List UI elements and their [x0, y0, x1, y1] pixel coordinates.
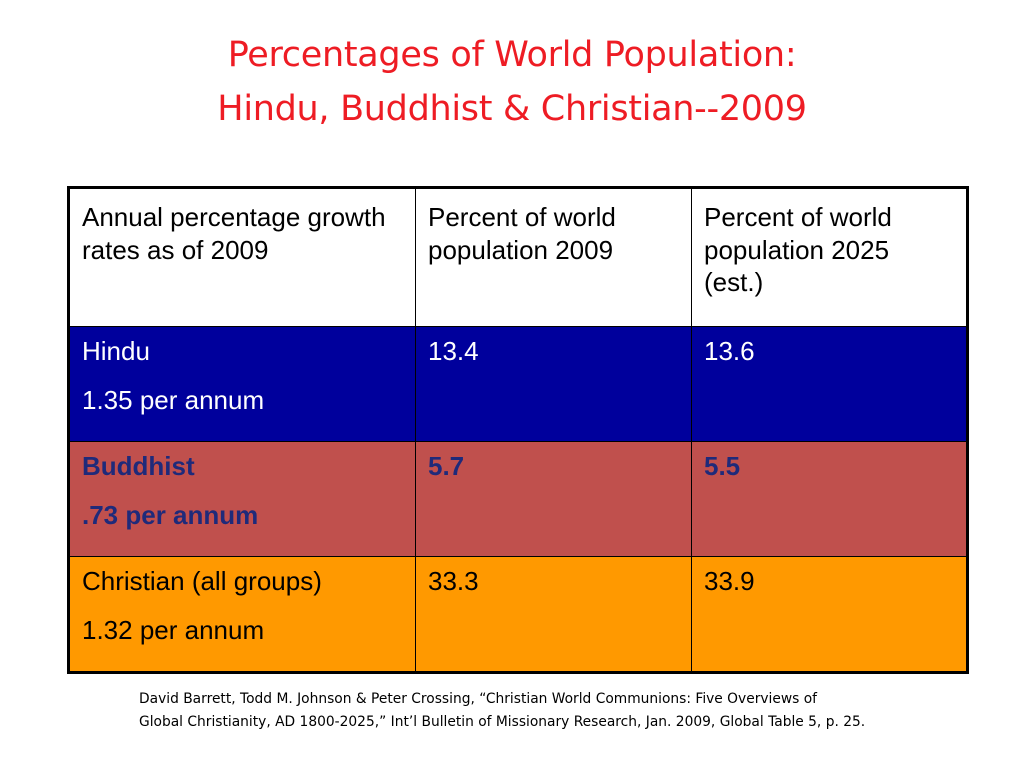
- percent-2009-cell: 13.4: [415, 326, 692, 442]
- percent-2025-cell: 33.9: [691, 556, 968, 673]
- table-row-hindu: Hindu 1.35 per annum 13.4 13.6: [68, 326, 968, 442]
- header-percent-2025: Percent of world population 2025 (est.): [691, 187, 968, 327]
- percent-2025-cell: 5.5: [691, 441, 968, 557]
- slide-title: Percentages of World Population: Hindu, …: [0, 28, 1024, 136]
- percent-2009-cell: 33.3: [415, 556, 692, 673]
- header-percent-2009: Percent of world population 2009: [415, 187, 692, 327]
- citation-line-1: David Barrett, Todd M. Johnson & Peter C…: [139, 691, 818, 707]
- table-header-row: Annual percentage growth rates as of 200…: [68, 187, 968, 327]
- table-row-christian: Christian (all groups) 1.32 per annum 33…: [68, 556, 968, 673]
- header-growth-rate: Annual percentage growth rates as of 200…: [68, 187, 416, 327]
- growth-rate: 1.35 per annum: [82, 384, 265, 415]
- citation-line-2: Global Christianity, AD 1800-2025,” Int’…: [139, 714, 866, 730]
- religion-name: Hindu: [82, 336, 150, 366]
- growth-rate: 1.32 per annum: [82, 614, 265, 645]
- growth-rate: .73 per annum: [82, 499, 259, 530]
- slide-title-line-2: Hindu, Buddhist & Christian--2009: [217, 89, 807, 129]
- religion-cell: Buddhist .73 per annum: [68, 441, 416, 557]
- religion-cell: Hindu 1.35 per annum: [68, 326, 416, 442]
- religion-name: Christian (all groups): [82, 566, 322, 596]
- religion-cell: Christian (all groups) 1.32 per annum: [68, 556, 416, 673]
- percent-2025-cell: 13.6: [691, 326, 968, 442]
- religion-name: Buddhist: [82, 451, 195, 481]
- religion-population-table: Annual percentage growth rates as of 200…: [67, 186, 969, 674]
- table-row-buddhist: Buddhist .73 per annum 5.7 5.5: [68, 441, 968, 557]
- slide-title-line-1: Percentages of World Population:: [227, 35, 797, 75]
- percent-2009-cell: 5.7: [415, 441, 692, 557]
- source-citation: David Barrett, Todd M. Johnson & Peter C…: [139, 688, 1019, 734]
